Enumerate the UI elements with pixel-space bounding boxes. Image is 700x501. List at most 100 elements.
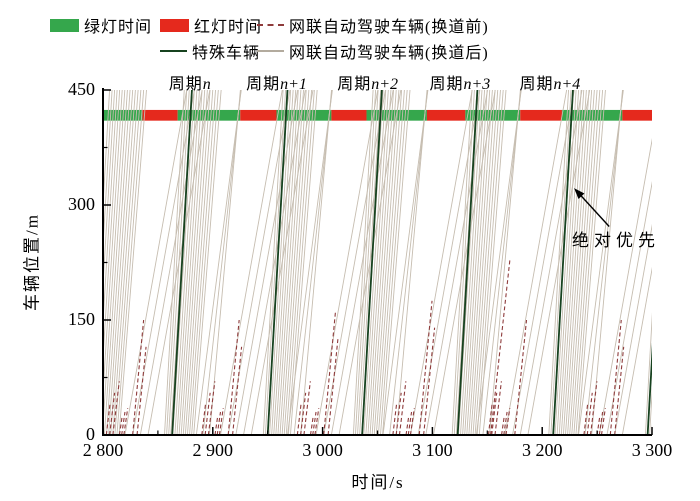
cav-after-line (504, 89, 568, 435)
cav-after-line (476, 89, 504, 435)
cav-after-line (577, 89, 606, 435)
cav-before-line (327, 339, 339, 435)
cav-after-line (202, 89, 242, 435)
cav-before-line (409, 408, 415, 435)
cav-before-line (491, 392, 498, 435)
cav-after-line (382, 89, 429, 435)
special-vehicle-line (456, 89, 479, 435)
cav-after-line (417, 89, 481, 435)
special-vehicle-line (171, 89, 193, 435)
legend-item-cav-after: 网联自动驾驶车辆(换道后) (257, 41, 489, 62)
cav-after-line (281, 89, 307, 435)
cav-before-line (490, 258, 511, 435)
cav-after-line (103, 89, 121, 365)
cav-after-line (651, 422, 652, 435)
signal-green-segment (465, 109, 521, 121)
cav-after-line (172, 89, 195, 435)
cav-after-line (352, 89, 374, 435)
cav-after-line (565, 89, 590, 435)
cav-before-line (296, 404, 302, 435)
cav-before-line (218, 408, 224, 435)
cav-before-line (609, 319, 622, 435)
cav-before-line (123, 408, 129, 435)
cav-after-line (654, 90, 659, 435)
cav-after-line (166, 89, 188, 435)
legend-label-cav-before: 网联自动驾驶车辆(换道前) (289, 19, 489, 36)
annotation-arrow-line (578, 193, 610, 227)
cav-after-line (395, 89, 428, 435)
cav-before-line (589, 381, 598, 435)
cav-after-line (451, 89, 473, 435)
cav-after-line (409, 89, 473, 435)
special-vehicle-line (646, 342, 652, 435)
cav-before-line (121, 411, 126, 435)
cav-after-line (338, 89, 402, 435)
annotation-arrowhead-icon (574, 188, 585, 199)
cav-after-line (482, 89, 522, 435)
cav-after-line (209, 89, 241, 435)
cav-after-line (380, 89, 408, 435)
trajectory-plot-canvas (102, 88, 659, 436)
cav-after-line (554, 89, 577, 435)
cav-after-line (363, 89, 387, 435)
legend-item-red-time: 红灯时间 (160, 15, 263, 36)
cav-after-line (375, 89, 403, 435)
cav-after-line (371, 89, 397, 435)
period-label: 周期n (168, 76, 211, 93)
cav-before-line (201, 404, 207, 435)
period-label: 周期n+4 (519, 76, 581, 93)
cav-before-line (418, 300, 433, 435)
cav-after-line (235, 89, 299, 435)
cav-after-line (184, 89, 211, 435)
cav-before-line (586, 392, 593, 435)
cav-after-line (474, 89, 501, 435)
cav-before-line (309, 415, 314, 435)
cav-after-line (519, 89, 583, 435)
cav-after-line (577, 89, 624, 435)
cav-after-line (584, 89, 624, 435)
cav-after-line (457, 89, 480, 435)
cav-after-line (243, 89, 306, 435)
signal-red-segment (331, 109, 367, 121)
cav-before-line (423, 327, 436, 435)
cav-after-line (193, 89, 222, 435)
cav-before-line (505, 408, 511, 435)
cav-before-line (312, 411, 317, 435)
cav-after-line (164, 89, 185, 435)
cav-after-line (108, 89, 134, 435)
cav-after-line (178, 89, 203, 435)
cav-before-line (598, 411, 604, 435)
cav-before-line (216, 411, 222, 435)
cav-after-line (527, 89, 591, 435)
cav-after-line (287, 89, 333, 435)
cav-after-line (591, 89, 623, 435)
cav-after-line (644, 312, 652, 435)
cav-after-line (112, 89, 139, 435)
cav-after-line (139, 89, 203, 435)
cav-after-line (273, 89, 297, 435)
cav-after-line (300, 89, 332, 435)
legend-label-red-time: 红灯时间 (194, 19, 263, 36)
cav-after-line (103, 89, 113, 253)
cav-before-line (503, 411, 508, 435)
cav-after-line (425, 89, 489, 435)
cav-before-line (405, 415, 410, 435)
cav-after-line (357, 89, 379, 435)
cav-after-line (377, 89, 405, 435)
x-tick-label: 2 900 (192, 440, 234, 460)
signal-red-segment (426, 109, 466, 121)
cav-before-line (303, 381, 311, 435)
cav-after-line (147, 89, 211, 435)
legend-item-cav-before: 网联自动驾驶车辆(换道前) (257, 15, 489, 36)
y-tick-label: 300 (68, 194, 95, 214)
cav-after-line (598, 138, 652, 435)
green-time-swatch-icon (50, 18, 79, 32)
plot-area (103, 89, 659, 435)
annotation-absolute-priority: 绝对优先 (572, 231, 660, 250)
cav-after-line (124, 89, 188, 435)
cav-before-line (323, 312, 336, 435)
cav-after-line (220, 89, 283, 435)
cav-after-line (191, 89, 219, 435)
cav-after-line (558, 89, 582, 435)
cav-after-line (110, 89, 136, 435)
